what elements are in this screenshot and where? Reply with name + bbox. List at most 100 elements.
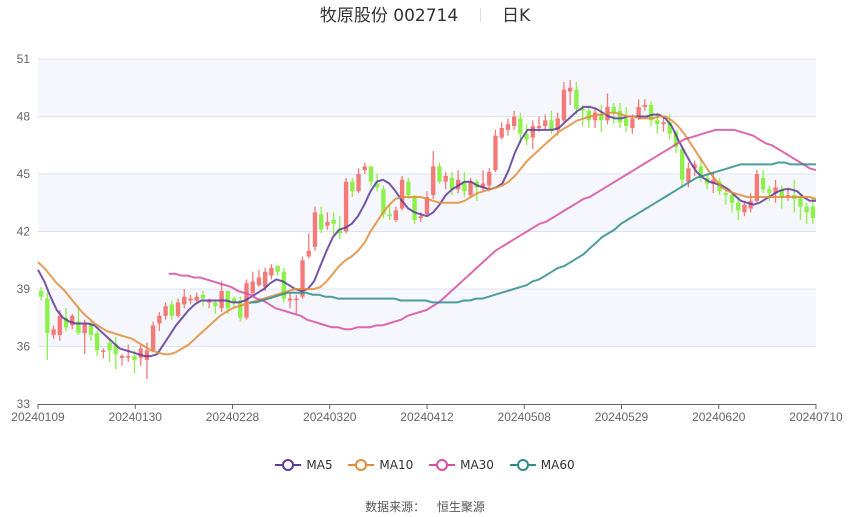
candle[interactable] — [94, 333, 100, 351]
candle[interactable] — [524, 133, 529, 140]
candle[interactable] — [412, 197, 417, 220]
candle[interactable] — [449, 177, 455, 190]
candle[interactable] — [70, 315, 75, 326]
candle[interactable] — [163, 306, 168, 316]
candle[interactable] — [169, 304, 174, 316]
legend-item-ma60[interactable]: MA60 — [509, 458, 575, 472]
candle[interactable] — [175, 302, 181, 316]
candle[interactable] — [256, 277, 262, 286]
candle[interactable] — [804, 206, 809, 213]
candle[interactable] — [63, 317, 69, 328]
candle[interactable] — [182, 296, 187, 305]
candle[interactable] — [648, 105, 654, 121]
candle[interactable] — [673, 131, 679, 148]
candle[interactable] — [742, 204, 747, 213]
candle[interactable] — [630, 118, 635, 128]
candle[interactable] — [717, 181, 722, 192]
candle[interactable] — [499, 128, 504, 138]
candle[interactable] — [785, 195, 791, 197]
candle[interactable] — [150, 325, 156, 351]
legend-item-ma5[interactable]: MA5 — [275, 458, 333, 472]
candle[interactable] — [238, 300, 243, 318]
candle[interactable] — [599, 114, 604, 121]
candle[interactable] — [356, 174, 361, 192]
candle[interactable] — [262, 271, 268, 288]
candle[interactable] — [350, 181, 355, 192]
candle[interactable] — [424, 197, 430, 215]
candle[interactable] — [518, 118, 523, 134]
candle[interactable] — [686, 168, 691, 182]
candle[interactable] — [698, 166, 704, 178]
candle[interactable] — [661, 122, 666, 125]
candle[interactable] — [437, 166, 442, 182]
candle[interactable] — [468, 181, 473, 196]
candle[interactable] — [375, 183, 380, 188]
candle[interactable] — [611, 106, 616, 113]
candle[interactable] — [530, 126, 535, 138]
candle[interactable] — [325, 221, 330, 226]
candle[interactable] — [381, 189, 386, 215]
candle[interactable] — [225, 290, 231, 309]
candle[interactable] — [642, 105, 648, 107]
candle[interactable] — [107, 342, 112, 351]
candle[interactable] — [294, 298, 299, 301]
candle[interactable] — [213, 302, 218, 307]
candle[interactable] — [505, 124, 511, 130]
candle[interactable] — [636, 106, 641, 119]
candle[interactable] — [798, 197, 803, 207]
candle[interactable] — [580, 108, 585, 111]
candle[interactable] — [767, 189, 772, 194]
candle[interactable] — [692, 164, 697, 169]
candle[interactable] — [119, 356, 125, 358]
candle[interactable] — [480, 183, 486, 188]
candle[interactable] — [113, 344, 118, 355]
candle[interactable] — [231, 298, 237, 303]
candle[interactable] — [343, 181, 349, 232]
candle[interactable] — [188, 298, 193, 301]
candle[interactable] — [431, 166, 436, 196]
candle[interactable] — [623, 118, 629, 127]
candle[interactable] — [275, 266, 280, 272]
candle[interactable] — [57, 315, 62, 335]
candle[interactable] — [126, 356, 131, 358]
candle[interactable] — [76, 321, 81, 334]
candle[interactable] — [754, 174, 760, 201]
candle[interactable] — [511, 116, 517, 127]
candle[interactable] — [281, 271, 287, 299]
candle[interactable] — [773, 187, 778, 194]
candle[interactable] — [567, 87, 573, 92]
candle[interactable] — [723, 193, 728, 196]
candle[interactable] — [51, 329, 56, 335]
candle[interactable] — [362, 166, 367, 171]
candle[interactable] — [337, 229, 343, 234]
candle[interactable] — [493, 135, 498, 171]
candle[interactable] — [543, 120, 548, 127]
candle[interactable] — [711, 179, 716, 184]
candle[interactable] — [138, 348, 143, 358]
candle[interactable] — [760, 177, 766, 190]
candle[interactable] — [487, 172, 492, 186]
candle[interactable] — [399, 179, 405, 209]
candle[interactable] — [655, 120, 660, 125]
candle[interactable] — [536, 126, 542, 128]
candle[interactable] — [736, 202, 741, 211]
candle[interactable] — [269, 267, 274, 276]
candle[interactable] — [617, 110, 623, 123]
candle[interactable] — [331, 220, 336, 224]
period-label[interactable]: 日K — [501, 6, 531, 26]
candle[interactable] — [667, 122, 672, 134]
candle[interactable] — [586, 110, 592, 121]
candle[interactable] — [312, 212, 318, 247]
candle[interactable] — [393, 210, 399, 220]
candle[interactable] — [462, 181, 467, 192]
candle[interactable] — [443, 175, 448, 182]
candle[interactable] — [549, 120, 554, 130]
candle[interactable] — [561, 89, 567, 121]
candle[interactable] — [319, 214, 324, 230]
candle[interactable] — [418, 216, 423, 219]
candle[interactable] — [200, 294, 206, 299]
candle[interactable] — [132, 356, 137, 360]
candle[interactable] — [574, 89, 579, 109]
candle[interactable] — [387, 214, 392, 217]
candle[interactable] — [729, 195, 735, 203]
